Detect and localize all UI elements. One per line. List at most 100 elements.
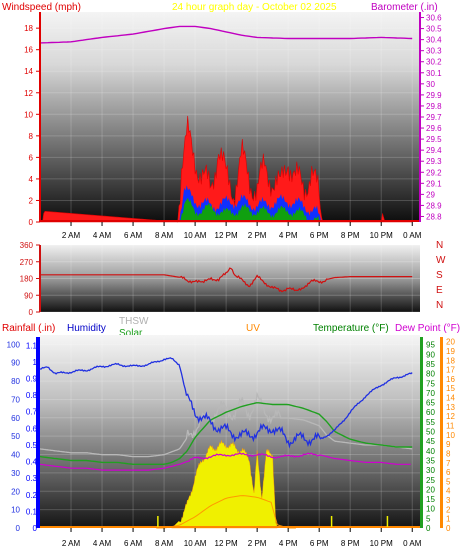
- wind-direction-line: [40, 267, 413, 293]
- humidity-tick-label: 100: [7, 340, 21, 349]
- humidity-legend: Humidity: [67, 323, 106, 334]
- barometer-tick-label: 28.8: [426, 212, 442, 221]
- temperature-tick-label: 25: [426, 476, 435, 485]
- compass-label: E: [436, 285, 443, 296]
- wind-axes: 0 2 4 6 8 10 12 14 16 18 28.8 28.9 29 29.1 29.2 29.3 29.…: [24, 12, 442, 240]
- x-tick-label: 2 PM: [248, 231, 267, 240]
- x-tick-label: 10 AM: [184, 539, 207, 548]
- barometer-tick-label: 29: [426, 190, 435, 199]
- humidity-tick-label: 70: [11, 395, 20, 404]
- rainfall-tick-label: 0: [33, 524, 38, 533]
- uv-tick-label: 4: [446, 487, 451, 496]
- temperature-tick-label: 90: [426, 350, 435, 359]
- uv-tick-label: 19: [446, 347, 455, 356]
- barometer-tick-label: 29.5: [426, 135, 442, 144]
- x-tick-label: 6 AM: [124, 231, 143, 240]
- barometer-tick-label: 30.5: [426, 25, 442, 34]
- direction-tick-label: 180: [20, 275, 34, 284]
- rainfall-tick-label: 0.7: [26, 408, 38, 417]
- rainfall-tick-label: 1.1: [26, 341, 38, 350]
- rainfall-tick-label: 1: [33, 358, 38, 367]
- temperature-tick-label: 0: [426, 524, 431, 533]
- solar-line: [156, 495, 296, 529]
- x-tick-label: 6 PM: [310, 539, 329, 548]
- x-tick-label: 10 PM: [370, 539, 393, 548]
- multi-series: [39, 357, 420, 529]
- temperature-legend: Temperature (°F): [313, 323, 389, 334]
- compass-label: W: [436, 255, 446, 266]
- temperature-tick-label: 20: [426, 485, 435, 494]
- barometer-axis-title: Barometer (.in): [371, 2, 438, 13]
- humidity-tick-label: 90: [11, 359, 20, 368]
- temperature-tick-label: 5: [426, 514, 431, 523]
- uv-tick-label: 7: [446, 459, 451, 468]
- x-tick-label: 4 AM: [93, 231, 112, 240]
- uv-tick-label: 9: [446, 440, 451, 449]
- temperature-tick-label: 85: [426, 360, 435, 369]
- chart-title: 24 hour graph day - October 02 2025: [172, 2, 337, 13]
- solar-legend: Solar: [119, 328, 143, 339]
- barometer-tick-label: 29.4: [426, 146, 442, 155]
- uv-tick-label: 12: [446, 412, 455, 421]
- rainfall-tick-label: 0.2: [26, 491, 38, 500]
- barometer-tick-label: 28.9: [426, 201, 442, 210]
- wind-tick-label: 14: [24, 67, 33, 76]
- temperature-tick-label: 10: [426, 505, 435, 514]
- direction-tick-label: 270: [20, 258, 34, 267]
- thsw-line: [39, 391, 413, 458]
- temperature-tick-label: 40: [426, 447, 435, 456]
- humidity-tick-label: 30: [11, 469, 20, 478]
- x-tick-label: 12 PM: [215, 231, 238, 240]
- uv-axis-bar: [440, 337, 443, 528]
- x-tick-label: 10 PM: [370, 231, 393, 240]
- barometer-tick-label: 30.6: [426, 14, 442, 23]
- x-tick-label: 8 PM: [341, 539, 360, 548]
- humidity-line: [40, 357, 413, 449]
- wind-series: [39, 25, 420, 223]
- compass-label: N: [436, 240, 443, 251]
- temperature-tick-label: 75: [426, 379, 435, 388]
- temperature-axis-bar: [420, 337, 423, 528]
- dewpoint-line: [39, 452, 411, 471]
- compass-label: S: [436, 270, 443, 281]
- temperature-tick-label: 60: [426, 408, 435, 417]
- temperature-tick-label: 55: [426, 418, 435, 427]
- temperature-tick-label: 35: [426, 456, 435, 465]
- x-tick-label: 8 AM: [155, 539, 174, 548]
- compass-label: N: [436, 300, 443, 311]
- temperature-tick-label: 70: [426, 389, 435, 398]
- uv-tick-label: 18: [446, 356, 455, 365]
- uv-tick-label: 16: [446, 375, 455, 384]
- rainfall-tick-label: 0.4: [26, 458, 38, 467]
- barometer-tick-label: 30.4: [426, 36, 442, 45]
- rainfall-tick-label: 0.3: [26, 474, 38, 483]
- wind-gridlines: [40, 12, 420, 223]
- temperature-line: [39, 402, 413, 465]
- barometer-tick-label: 29.8: [426, 102, 442, 111]
- barometer-tick-label: 29.6: [426, 124, 442, 133]
- uv-tick-label: 1: [446, 515, 451, 524]
- barometer-tick-label: 29.1: [426, 179, 442, 188]
- uv-tick-label: 6: [446, 468, 451, 477]
- x-tick-label: 6 PM: [310, 231, 329, 240]
- uv-tick-label: 14: [446, 394, 455, 403]
- x-tick-label: 2 AM: [62, 539, 81, 548]
- barometer-tick-label: 29.3: [426, 157, 442, 166]
- wind-tick-label: 10: [24, 110, 33, 119]
- uv-tick-label: 5: [446, 477, 451, 486]
- temperature-tick-label: 30: [426, 466, 435, 475]
- x-tick-label: 12 PM: [215, 539, 238, 548]
- uv-legend: UV: [246, 323, 260, 334]
- x-tick-label: 8 PM: [341, 231, 360, 240]
- barometer-line: [39, 25, 413, 44]
- thsw-legend: THSW: [119, 316, 149, 327]
- temperature-tick-label: 50: [426, 428, 435, 437]
- x-tick-label: 4 PM: [279, 539, 298, 548]
- direction-series: [40, 267, 413, 293]
- barometer-tick-label: 30: [426, 80, 435, 89]
- x-tick-label: 6 AM: [124, 539, 143, 548]
- wind-tick-label: 2: [29, 196, 34, 205]
